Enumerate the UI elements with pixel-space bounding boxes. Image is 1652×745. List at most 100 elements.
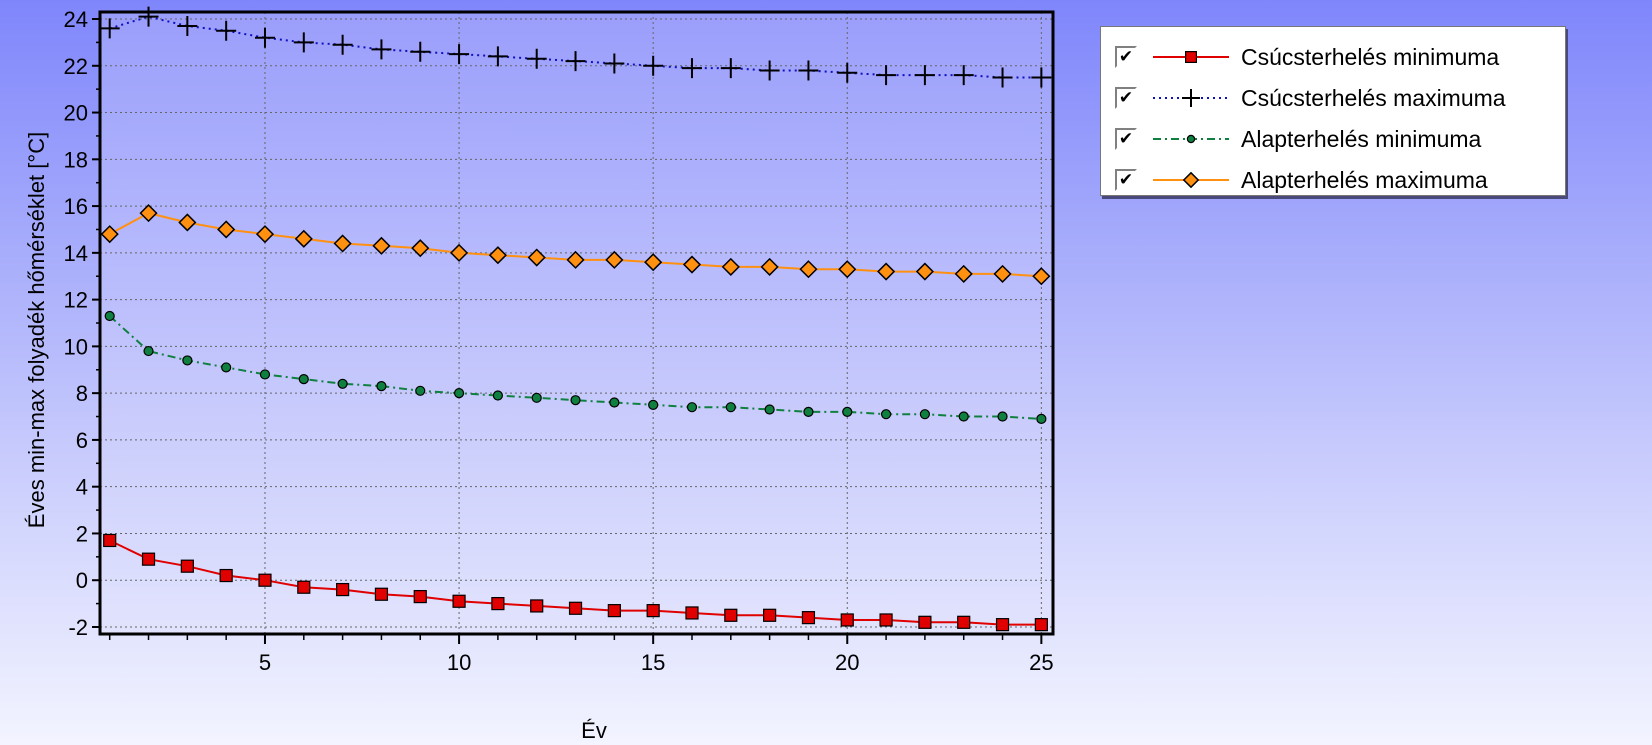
x-tick-label: 10 [447, 650, 471, 675]
data-point [491, 597, 505, 611]
legend-item[interactable]: ✔ Alapterhelés minimuma [1101, 119, 1565, 159]
legend-item[interactable]: ✔ Alapterhelés maximuma [1101, 160, 1565, 200]
data-point [99, 18, 120, 39]
series-2 [99, 6, 1052, 88]
data-point [685, 606, 699, 620]
data-point [879, 613, 893, 627]
data-point [605, 250, 624, 269]
x-axis-title: Év [581, 718, 607, 743]
legend-label: Csúcsterhelés maximuma [1241, 84, 1506, 111]
series-3 [104, 310, 1047, 424]
data-point [182, 355, 193, 366]
data-point [764, 404, 775, 415]
checkbox-checked-icon[interactable]: ✔ [1115, 87, 1137, 109]
legend-item[interactable]: ✔ Csúcsterhelés minimuma [1101, 37, 1565, 77]
x-tick-label: 25 [1029, 650, 1053, 675]
data-point [724, 608, 738, 622]
data-point [221, 362, 232, 373]
data-point [333, 234, 352, 253]
y-tick-label: 18 [64, 147, 88, 172]
data-point [957, 615, 971, 629]
data-point [1034, 618, 1048, 632]
x-tick-label: 15 [641, 650, 665, 675]
y-tick-label: 20 [64, 101, 88, 126]
data-point [254, 27, 275, 48]
data-point [681, 58, 702, 79]
data-point [1182, 89, 1200, 107]
data-point [337, 378, 348, 389]
checkbox-checked-icon[interactable]: ✔ [1115, 128, 1137, 150]
data-point [682, 255, 702, 274]
legend-label: Alapterhelés minimuma [1241, 125, 1482, 152]
data-point [332, 34, 353, 55]
data-point [993, 264, 1012, 283]
data-point [143, 345, 154, 357]
data-point [919, 409, 930, 420]
data-point [217, 220, 236, 239]
data-point [178, 213, 197, 232]
y-tick-label: 0 [76, 568, 88, 593]
data-point [1184, 51, 1197, 64]
legend-label: Alapterhelés maximuma [1241, 166, 1488, 193]
y-tick-label: 8 [76, 381, 88, 406]
data-point [607, 604, 621, 618]
y-tick-label: 12 [64, 288, 88, 313]
legend-item[interactable]: ✔ Csúcsterhelés maximuma [1101, 78, 1565, 118]
data-point [995, 618, 1010, 632]
data-point [177, 16, 198, 37]
data-point [725, 402, 736, 413]
data-point [760, 257, 779, 276]
data-point [219, 568, 233, 583]
checkbox-checked-icon[interactable]: ✔ [1115, 46, 1137, 68]
data-point [644, 253, 663, 272]
data-point [138, 6, 159, 27]
data-point [604, 53, 625, 74]
data-point [104, 310, 115, 322]
data-point [374, 587, 389, 601]
data-point [842, 406, 853, 417]
y-axis-title: Éves min-max folyadék hőmérséklet [°C] [24, 132, 49, 528]
data-point [915, 262, 934, 281]
data-point [488, 246, 507, 265]
data-point [450, 243, 469, 262]
data-point [648, 399, 659, 410]
data-point [530, 599, 544, 613]
data-point [570, 395, 581, 406]
data-point [801, 611, 816, 625]
y-tick-label: 6 [76, 428, 88, 453]
data-point [294, 229, 313, 248]
data-point [759, 60, 780, 81]
legend-swatch [1153, 51, 1229, 64]
data-point [918, 615, 932, 629]
data-point [141, 552, 156, 566]
data-point [798, 60, 819, 81]
data-point [880, 409, 892, 420]
data-point [139, 204, 158, 223]
x-tick-label: 20 [835, 650, 859, 675]
data-point [371, 39, 392, 60]
data-point [992, 67, 1013, 88]
y-tick-label: 10 [64, 334, 88, 359]
data-point [566, 250, 585, 269]
data-point [452, 594, 466, 608]
data-point [100, 225, 119, 244]
data-point [413, 589, 427, 604]
data-point [721, 257, 740, 276]
data-point [997, 411, 1008, 422]
legend-swatch [1153, 171, 1229, 189]
checkbox-checked-icon[interactable]: ✔ [1115, 169, 1137, 191]
data-point [216, 20, 237, 41]
data-point [298, 374, 309, 385]
data-point [763, 608, 777, 622]
y-tick-label: 14 [64, 241, 88, 266]
data-point [953, 65, 974, 86]
data-point [1032, 267, 1051, 286]
data-point [376, 381, 387, 392]
data-point [1186, 134, 1196, 144]
plot-area [100, 12, 1053, 634]
data-point [568, 601, 583, 615]
data-point [646, 604, 660, 618]
data-point [415, 385, 426, 396]
data-point [336, 582, 350, 597]
y-tick-label: 24 [64, 7, 88, 32]
